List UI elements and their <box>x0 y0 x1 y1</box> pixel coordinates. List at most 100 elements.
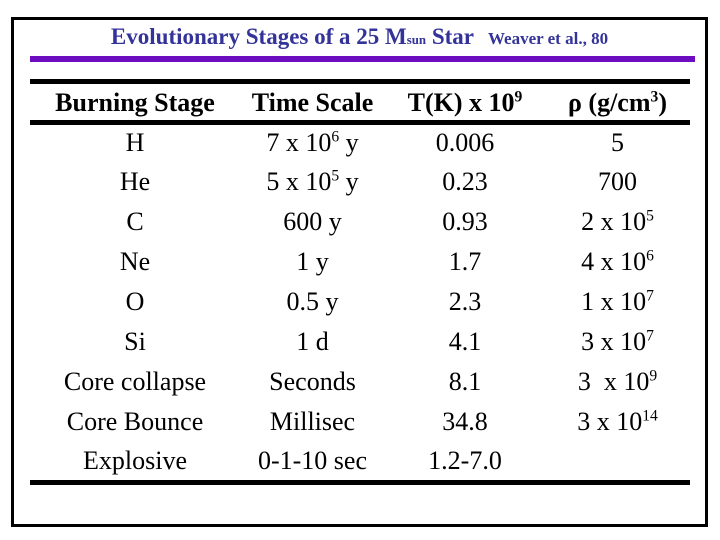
stage-cell: H <box>30 122 240 162</box>
stage-cell: He <box>30 162 240 202</box>
stage-value: O <box>125 287 145 316</box>
time-value: Seconds <box>269 367 356 396</box>
time-exponent: 5 <box>331 167 340 185</box>
col-header-density: ρ (g/cm3) <box>545 86 690 125</box>
temp-value: 1.2-7.0 <box>428 445 502 475</box>
time-value: 600 y <box>283 207 342 236</box>
title-text-end: Star <box>426 24 474 49</box>
density-exponent: 7 <box>646 287 654 305</box>
time-value: Millisec <box>269 407 356 436</box>
density-cell: 3 x 107 <box>545 322 690 362</box>
stages-table: Burning Stage Time Scale T(K) x 109 ρ (g… <box>30 86 690 485</box>
temp-cell: 1.2-7.0 <box>385 442 545 485</box>
density-value: 3 x 10 <box>577 407 643 436</box>
stage-value: C <box>126 207 144 236</box>
table-row: O 0.5 y 2.3 1 x 107 <box>30 282 690 322</box>
slide-frame: Evolutionary Stages of a 25 Msun Star We… <box>11 17 708 527</box>
temp-cell: 0.23 <box>385 162 545 202</box>
density-cell: 2 x 105 <box>545 202 690 242</box>
time-cell: 5 x 105 y <box>240 162 385 202</box>
temp-cell: 34.8 <box>385 402 545 442</box>
table-row: Core collapse Seconds 8.1 3 x 109 <box>30 362 690 402</box>
density-cell: 1 x 107 <box>545 282 690 322</box>
title-sun-subscript: sun <box>406 33 427 47</box>
density-cell: 3 x 109 <box>545 362 690 402</box>
temp-value: 34.8 <box>442 407 488 436</box>
density-cell: 4 x 106 <box>545 242 690 282</box>
stage-cell: O <box>30 282 240 322</box>
stage-value: Core collapse <box>63 367 207 396</box>
temp-value: 0.23 <box>442 167 488 196</box>
header-label: Burning Stage <box>55 87 215 117</box>
density-cell: 700 <box>545 162 690 202</box>
stage-value: He <box>119 167 151 196</box>
temp-cell: 4.1 <box>385 322 545 362</box>
table-row: Explosive 0-1-10 sec 1.2-7.0 <box>30 442 690 485</box>
time-cell: Millisec <box>240 402 385 442</box>
density-exponent: 5 <box>646 207 654 225</box>
density-value: 700 <box>598 167 637 196</box>
density-cell <box>545 442 690 485</box>
time-cell: 1 d <box>240 322 385 362</box>
density-exponent: 9 <box>649 367 658 385</box>
time-cell: 0.5 y <box>240 282 385 322</box>
time-value: 1 y <box>296 247 329 276</box>
col-header-temperature: T(K) x 109 <box>385 86 545 125</box>
time-value: 0.5 y <box>286 287 339 316</box>
density-exponent: 6 <box>646 247 654 265</box>
temp-value: 8.1 <box>448 367 482 396</box>
temp-value: 4.1 <box>448 327 482 356</box>
col-header-time-scale: Time Scale <box>240 86 385 125</box>
header-label-end: ) <box>658 87 667 117</box>
stage-value: Ne <box>119 247 151 276</box>
stage-cell: Explosive <box>30 442 240 485</box>
temp-cell: 2.3 <box>385 282 545 322</box>
slide-title-line: Evolutionary Stages of a 25 Msun Star We… <box>14 24 705 50</box>
stage-value: H <box>125 128 145 158</box>
time-cell: Seconds <box>240 362 385 402</box>
table-row: Core Bounce Millisec 34.8 3 x 1014 <box>30 402 690 442</box>
density-exponent: 7 <box>646 327 654 345</box>
header-exponent: 9 <box>514 88 523 106</box>
title-text: Evolutionary Stages of a 25 M <box>110 24 407 49</box>
slide-title: Evolutionary Stages of a 25 Msun Star <box>111 24 474 50</box>
header-label: ρ (g/cm <box>568 87 651 117</box>
temp-value: 0.006 <box>435 128 495 158</box>
time-unit: y <box>339 128 359 158</box>
attribution: Weaver et al., 80 <box>488 29 609 48</box>
stage-cell: Ne <box>30 242 240 282</box>
density-value: 2 x 10 <box>581 207 647 236</box>
stage-value: Si <box>124 327 146 356</box>
stage-cell: Si <box>30 322 240 362</box>
stage-cell: Core Bounce <box>30 402 240 442</box>
time-exponent: 6 <box>331 128 340 146</box>
col-header-burning-stage: Burning Stage <box>30 86 240 125</box>
density-value: 4 x 10 <box>581 247 647 276</box>
stage-value: Explosive <box>83 445 187 475</box>
time-cell: 0-1-10 sec <box>240 442 385 485</box>
purple-divider <box>30 56 695 62</box>
header-label: T(K) x 10 <box>407 87 515 117</box>
time-value: 7 x 10 <box>266 128 332 158</box>
temp-cell: 0.93 <box>385 202 545 242</box>
time-unit: y <box>339 167 359 196</box>
header-row: Burning Stage Time Scale T(K) x 109 ρ (g… <box>30 86 690 125</box>
table-row: Si 1 d 4.1 3 x 107 <box>30 322 690 362</box>
time-cell: 7 x 106 y <box>240 122 385 162</box>
table-row: Ne 1 y 1.7 4 x 106 <box>30 242 690 282</box>
temp-cell: 0.006 <box>385 122 545 162</box>
stage-value: Core Bounce <box>66 407 204 436</box>
time-value: 1 d <box>296 327 329 356</box>
table-row: C 600 y 0.93 2 x 105 <box>30 202 690 242</box>
time-value: 0-1-10 sec <box>257 445 367 475</box>
table-row: He 5 x 105 y 0.23 700 <box>30 162 690 202</box>
density-cell: 5 <box>545 122 690 162</box>
stage-cell: C <box>30 202 240 242</box>
temp-value: 1.7 <box>448 247 482 276</box>
density-cell: 3 x 1014 <box>545 402 690 442</box>
table-row: H 7 x 106 y 0.006 5 <box>30 122 690 162</box>
temp-cell: 1.7 <box>385 242 545 282</box>
header-label: Time Scale <box>251 87 374 117</box>
temp-value: 0.93 <box>442 207 488 236</box>
stage-cell: Core collapse <box>30 362 240 402</box>
